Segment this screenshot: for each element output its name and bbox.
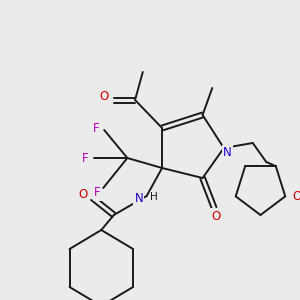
- Text: O: O: [100, 91, 109, 103]
- Text: O: O: [212, 209, 221, 223]
- Text: F: F: [94, 187, 101, 200]
- Text: O: O: [292, 190, 300, 203]
- Text: O: O: [78, 188, 88, 202]
- Text: F: F: [82, 152, 88, 164]
- Text: N: N: [223, 146, 232, 160]
- Text: H: H: [151, 192, 158, 202]
- Text: F: F: [93, 122, 100, 134]
- Text: N: N: [134, 191, 143, 205]
